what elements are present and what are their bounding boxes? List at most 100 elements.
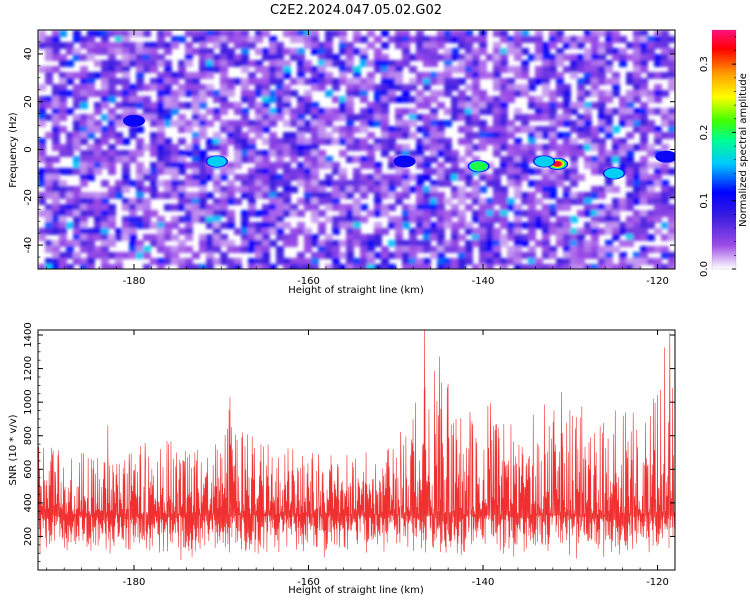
heatmap-cell	[654, 90, 662, 97]
heatmap-cell	[423, 258, 431, 265]
heatmap-cell	[248, 258, 256, 265]
heatmap-cell	[108, 66, 116, 73]
heatmap-cell	[248, 240, 256, 247]
heatmap-cell	[402, 186, 410, 193]
heatmap-cell	[199, 264, 207, 269]
heatmap-cell	[395, 240, 403, 247]
heatmap-cell	[45, 192, 53, 199]
heatmap-cell	[199, 84, 207, 91]
heatmap-cell	[290, 240, 298, 247]
heatmap-cell	[626, 150, 634, 157]
heatmap-cell	[458, 174, 466, 181]
heatmap-cell	[304, 126, 312, 133]
heatmap-cell	[234, 54, 242, 61]
heatmap-cell	[325, 234, 333, 241]
heatmap-cell	[577, 102, 585, 109]
heatmap-cell	[535, 108, 543, 115]
heatmap-cell	[598, 156, 606, 163]
heatmap-cell	[262, 114, 270, 121]
heatmap-cell	[185, 198, 193, 205]
heatmap-cell	[409, 114, 417, 121]
heatmap-cell	[500, 192, 508, 199]
heatmap-cell	[325, 138, 333, 145]
heatmap-cell	[269, 114, 277, 121]
heatmap-cell	[395, 246, 403, 253]
heatmap-cell	[542, 144, 550, 151]
heatmap-cell	[500, 66, 508, 73]
heatmap-cell	[325, 132, 333, 139]
heatmap-cell	[591, 84, 599, 91]
heatmap-cell	[304, 258, 312, 265]
heatmap-cell	[528, 150, 536, 157]
heatmap-cell	[556, 30, 564, 37]
heatmap-cell	[598, 204, 606, 211]
heatmap-cell	[577, 114, 585, 121]
heatmap-cell	[52, 138, 60, 145]
heatmap-cell	[143, 168, 151, 175]
heatmap-cell	[248, 174, 256, 181]
heatmap-cell	[535, 42, 543, 49]
heatmap-cell	[227, 30, 235, 37]
heatmap-cell	[297, 54, 305, 61]
heatmap-cell	[234, 78, 242, 85]
heatmap-cell	[479, 66, 487, 73]
heatmap-cell	[542, 78, 550, 85]
heatmap-cell	[199, 66, 207, 73]
heatmap-cell	[521, 174, 529, 181]
heatmap-cell	[185, 246, 193, 253]
heatmap-cell	[241, 150, 249, 157]
heatmap-cell	[416, 174, 424, 181]
heatmap-cell	[101, 102, 109, 109]
heatmap-cell	[388, 162, 396, 169]
heatmap-cell	[353, 114, 361, 121]
heatmap-cell	[157, 126, 165, 133]
heatmap-cell	[367, 234, 375, 241]
heatmap-cell	[612, 108, 620, 115]
heatmap-cell	[318, 42, 326, 49]
heatmap-cell	[591, 204, 599, 211]
heatmap-cell	[73, 222, 81, 229]
heatmap-cell	[332, 216, 340, 223]
heatmap-cell	[220, 120, 228, 127]
heatmap-cell	[171, 174, 179, 181]
heatmap-cell	[325, 192, 333, 199]
heatmap-cell	[164, 108, 172, 115]
heatmap-cell	[556, 180, 564, 187]
heatmap-cell	[612, 54, 620, 61]
heatmap-cell	[269, 108, 277, 115]
heatmap-cell	[318, 132, 326, 139]
heatmap-cell	[514, 30, 522, 37]
heatmap-cell	[374, 60, 382, 67]
heatmap-cell	[402, 132, 410, 139]
heatmap-cell	[549, 168, 557, 175]
heatmap-cell	[332, 96, 340, 103]
heatmap-cell	[381, 120, 389, 127]
heatmap-cell	[584, 102, 592, 109]
heatmap-cell	[360, 216, 368, 223]
heatmap-cell	[584, 252, 592, 259]
heatmap-cell	[311, 144, 319, 151]
heatmap-cell	[542, 132, 550, 139]
heatmap-cell	[318, 180, 326, 187]
heatmap-cell	[367, 78, 375, 85]
heatmap-cell	[332, 258, 340, 265]
heatmap-cell	[255, 48, 263, 55]
heatmap-cell	[430, 246, 438, 253]
heatmap-cell	[542, 240, 550, 247]
heatmap-cell	[451, 36, 459, 43]
heatmap-cell	[325, 264, 333, 269]
heatmap-cell	[150, 240, 158, 247]
heatmap-cell	[87, 78, 95, 85]
heatmap-cell	[220, 192, 228, 199]
heatmap-cell	[493, 66, 501, 73]
heatmap-cell	[164, 84, 172, 91]
heatmap-cell	[493, 240, 501, 247]
heatmap-cell	[339, 108, 347, 115]
heatmap-cell	[612, 234, 620, 241]
heatmap-cell	[325, 174, 333, 181]
heatmap-cell	[388, 186, 396, 193]
heatmap-cell	[143, 144, 151, 151]
heatmap-cell	[353, 90, 361, 97]
heatmap-cell	[423, 156, 431, 163]
heatmap-cell	[185, 210, 193, 217]
